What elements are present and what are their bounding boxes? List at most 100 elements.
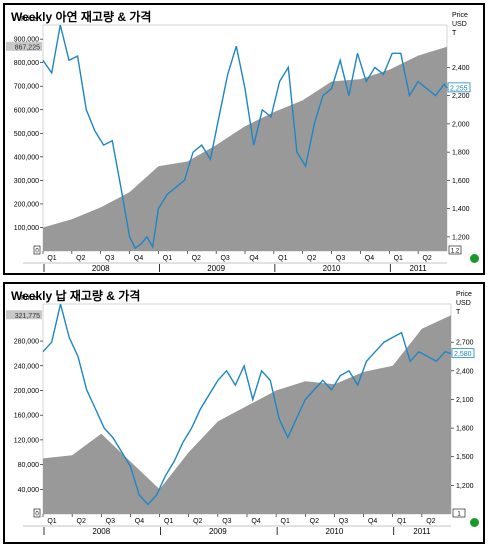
left-tick-label: 200,000 (14, 388, 39, 395)
year-label: 2011 (413, 527, 431, 536)
left-tick-label: 800,000 (14, 60, 39, 67)
right-corner-label: 1 (457, 512, 461, 518)
left-tick-label: 300,000 (14, 178, 39, 185)
quarter-label: Q1 (47, 255, 56, 262)
right-tick-label: 2,400 (456, 368, 474, 375)
quarter-label: Q3 (105, 255, 114, 262)
right-tick-label: 1,200 (456, 483, 474, 490)
right-tick-label: 1,800 (452, 150, 470, 157)
quarter-label: Q3 (336, 255, 345, 262)
left-corner-label: 0 (35, 249, 39, 255)
quarter-label: Q2 (77, 518, 86, 525)
right-tick-label: 1,500 (456, 454, 474, 461)
right-tick-label: 2,000 (452, 121, 470, 128)
quarter-label: Q2 (193, 518, 202, 525)
chart-title: Weekly 납 재고량 & 가격 (11, 289, 141, 303)
year-label: 2009 (209, 527, 227, 536)
quarter-label: Q3 (222, 518, 231, 525)
price-last-value: 2,255 (450, 85, 468, 92)
quarter-label: Q3 (106, 518, 115, 525)
left-corner-box (33, 245, 41, 255)
left-tick-label: 280,000 (14, 339, 39, 346)
right-axis-title: Price (456, 291, 472, 298)
right-tick-label: 2,200 (452, 93, 470, 100)
lead-chart-panel: Weekly 납 재고량 & 가격 280,000 240,000 200,000 1… (3, 282, 485, 544)
quarter-label: Q2 (192, 255, 201, 262)
quarter-label: Q4 (134, 255, 143, 262)
inventory-last-tag (6, 310, 42, 320)
year-label: 2008 (92, 264, 110, 273)
left-tick-label: 900,000 (14, 37, 39, 44)
inventory-last-value: 321,775 (15, 313, 40, 320)
price-line (42, 24, 448, 250)
price-last-tag (447, 82, 471, 93)
right-axis-title: T (456, 309, 461, 316)
right-tick-label: 1,800 (456, 426, 474, 433)
quarter-label: Q2 (310, 518, 319, 525)
lead-chart: 280,000 240,000 200,000 160,000 120,000 80,00… (6, 291, 475, 536)
year-label: 2011 (410, 264, 428, 273)
left-tick-label: 400,000 (14, 154, 39, 161)
left-axis-title: Price (21, 16, 37, 23)
inventory-last-value: 867,225 (15, 44, 40, 51)
quarter-label: Q1 (394, 255, 403, 262)
right-corner-box (452, 508, 466, 518)
left-tick-label: 500,000 (14, 131, 39, 138)
left-tick-label: 80,000 (18, 462, 40, 469)
quarter-label: Q2 (307, 255, 316, 262)
year-label: 2010 (326, 527, 344, 536)
right-axis-title: USD (456, 300, 471, 307)
right-axis-title: Price (452, 12, 468, 19)
left-axis-title: Price (21, 295, 37, 302)
quarter-label: Q1 (281, 518, 290, 525)
quarter-label: Q2 (76, 255, 85, 262)
year-label: 2010 (323, 264, 341, 273)
right-tick-label: 2,700 (456, 340, 474, 347)
left-tick-label: 120,000 (14, 437, 39, 444)
price-last-tag (451, 348, 475, 359)
inventory-last-tag (6, 41, 42, 51)
zinc-chart: 900,000 800,000 700,000 600,000 500,000 400,0… (6, 12, 471, 273)
left-corner-label: 0 (35, 512, 39, 518)
quarter-label: Q1 (397, 518, 406, 525)
price-line (42, 303, 452, 506)
quarter-label: Q4 (249, 255, 258, 262)
right-corner-box (448, 245, 462, 255)
quarter-label: Q4 (365, 255, 374, 262)
quarter-label: Q1 (164, 518, 173, 525)
quarter-label: Q1 (278, 255, 287, 262)
quarter-label: Q4 (368, 518, 377, 525)
right-tick-label: 1,400 (452, 206, 470, 213)
inventory-area (43, 46, 447, 251)
year-label: 2008 (92, 527, 110, 536)
left-tick-label: 200,000 (14, 201, 39, 208)
quarter-label: Q1 (47, 518, 56, 525)
left-corner-box (33, 508, 41, 518)
right-axis-title: T (452, 30, 457, 37)
right-tick-label: 2,100 (456, 397, 474, 404)
right-corner-label: 1.2 (451, 249, 460, 255)
quarter-label: Q3 (339, 518, 348, 525)
quarter-label: Q2 (422, 255, 431, 262)
right-tick-label: 1,200 (452, 234, 470, 241)
quarter-label: Q2 (426, 518, 435, 525)
left-tick-label: 600,000 (14, 107, 39, 114)
quarter-label: Q4 (135, 518, 144, 525)
inventory-area (43, 315, 451, 514)
left-tick-label: 160,000 (14, 413, 39, 420)
quarter-label: Q1 (163, 255, 172, 262)
left-tick-label: 100,000 (14, 225, 39, 232)
year-label: 2009 (207, 264, 225, 273)
status-indicator-icon (470, 518, 479, 527)
price-last-value: 2,580 (454, 351, 472, 358)
zinc-chart-panel: Weekly 아연 재고량 & 가격 900,000 800,000 700,000… (3, 3, 485, 275)
right-tick-label: 1,600 (452, 178, 470, 185)
right-axis-title: USD (452, 21, 467, 28)
left-tick-label: 40,000 (18, 487, 40, 494)
status-indicator-icon (470, 254, 479, 263)
quarter-label: Q3 (220, 255, 229, 262)
left-tick-label: 240,000 (14, 363, 39, 370)
chart-title: Weekly 아연 재고량 & 가격 (11, 10, 152, 24)
right-tick-label: 2,400 (452, 65, 470, 72)
quarter-label: Q4 (251, 518, 260, 525)
